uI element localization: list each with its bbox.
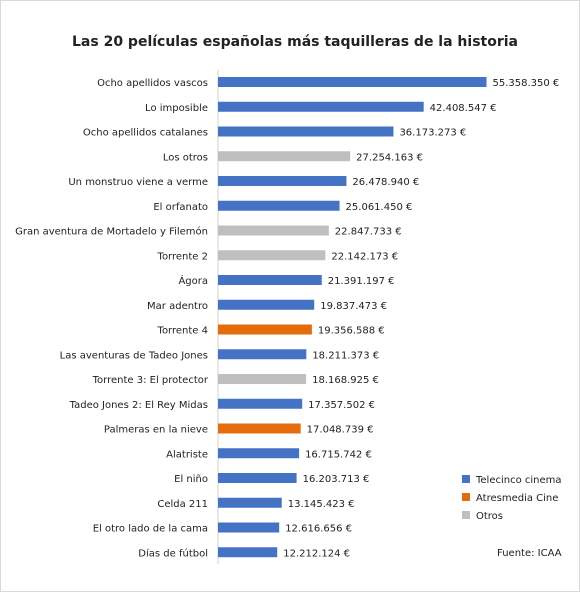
value-label: 27.254.163 € xyxy=(356,152,423,163)
category-label: El orfanato xyxy=(153,202,208,213)
value-label: 42.408.547 € xyxy=(430,103,497,114)
bar xyxy=(218,349,307,360)
value-label: 16.715.742 € xyxy=(305,449,372,460)
value-label: 17.357.502 € xyxy=(308,400,375,411)
bar xyxy=(218,299,315,310)
value-label: 16.203.713 € xyxy=(303,474,370,485)
category-label: Gran aventura de Mortadelo y Filemón xyxy=(15,226,208,238)
category-label: Un monstruo viene a verme xyxy=(68,177,208,188)
category-label: Los otros xyxy=(163,152,208,163)
bar xyxy=(218,176,347,186)
category-label: Alatriste xyxy=(166,449,208,460)
bar xyxy=(218,398,303,409)
legend-label: Atresmedia Cine xyxy=(476,493,558,504)
bar xyxy=(218,101,424,112)
value-label: 25.061.450 € xyxy=(346,202,413,213)
value-label: 21.391.197 € xyxy=(328,276,395,287)
legend-swatch xyxy=(462,475,470,483)
legend-label: Otros xyxy=(476,511,503,522)
category-label: Torrente 2 xyxy=(157,251,208,262)
bar xyxy=(218,200,340,211)
bar xyxy=(218,324,312,335)
bar xyxy=(218,473,297,483)
bar xyxy=(218,275,322,285)
bar xyxy=(218,126,394,137)
bar xyxy=(218,151,351,162)
category-label: Ocho apellidos catalanes xyxy=(83,128,208,139)
value-label: 18.211.373 € xyxy=(312,350,379,361)
bar xyxy=(218,423,301,434)
category-label: Días de fútbol xyxy=(138,547,208,559)
value-label: 26.478.940 € xyxy=(352,177,419,188)
category-label: Torrente 4 xyxy=(157,326,208,337)
bar xyxy=(218,547,278,558)
bar xyxy=(218,250,326,261)
chart-title: Las 20 películas españolas más taquiller… xyxy=(72,34,518,50)
category-label: El niño xyxy=(174,474,208,485)
category-label: El otro lado de la cama xyxy=(93,524,208,535)
value-label: 19.837.473 € xyxy=(320,301,387,312)
value-label: 36.173.273 € xyxy=(399,128,466,139)
category-label: Las aventuras de Tadeo Jones xyxy=(60,350,208,361)
legend-swatch xyxy=(462,511,470,519)
value-label: 17.048.739 € xyxy=(307,425,374,436)
bar xyxy=(218,374,307,384)
value-label: 12.212.124 € xyxy=(283,548,350,559)
value-label: 18.168.925 € xyxy=(312,375,379,386)
category-label: Celda 211 xyxy=(157,499,208,510)
bar xyxy=(218,522,280,533)
category-label: Palmeras en la nieve xyxy=(104,425,208,436)
value-label: 22.142.173 € xyxy=(331,251,398,262)
category-label: Ágora xyxy=(178,274,208,287)
bar xyxy=(218,77,487,87)
category-label: Lo imposible xyxy=(145,103,208,114)
source-note: Fuente: ICAA xyxy=(497,548,562,559)
bar xyxy=(218,448,300,459)
category-label: Torrente 3: El protector xyxy=(92,375,209,386)
value-label: 22.847.733 € xyxy=(335,227,402,238)
legend-swatch xyxy=(462,493,470,501)
legend-label: Telecinco cinema xyxy=(475,475,562,486)
bar xyxy=(218,225,329,236)
bar xyxy=(218,497,282,508)
value-label: 19.356.588 € xyxy=(318,326,385,337)
category-label: Mar adentro xyxy=(147,301,208,312)
value-label: 55.358.350 € xyxy=(492,78,559,89)
value-label: 12.616.656 € xyxy=(285,524,352,535)
category-label: Ocho apellidos vascos xyxy=(97,78,208,89)
value-label: 13.145.423 € xyxy=(288,499,355,510)
category-label: Tadeo Jones 2: El Rey Midas xyxy=(69,400,208,411)
